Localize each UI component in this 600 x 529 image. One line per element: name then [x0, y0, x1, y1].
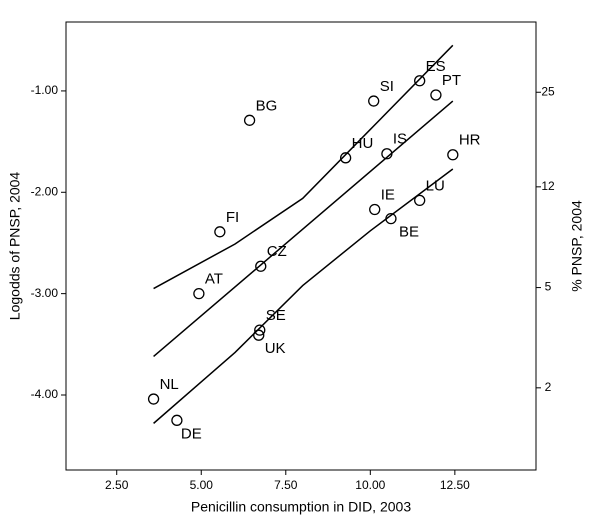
plot-frame: [65, 21, 537, 471]
y-tick-label: -2.00: [31, 184, 59, 198]
point: [171, 414, 183, 426]
point: [430, 89, 442, 101]
y-tick-label: -1.00: [31, 83, 59, 97]
point-label: AT: [205, 271, 223, 288]
point: [381, 148, 393, 160]
y2-axis-label: % PNSP, 2004: [569, 200, 585, 292]
x-tick-label: 2.50: [105, 478, 129, 492]
point: [369, 203, 381, 216]
point: [385, 212, 397, 225]
confidence-band: [153, 168, 454, 424]
point-label: SI: [380, 78, 394, 95]
y2-tick-label: 25: [541, 84, 555, 98]
point-label: IS: [393, 131, 407, 148]
point: [255, 260, 267, 272]
y-tick-label: -3.00: [31, 286, 59, 300]
point: [193, 287, 205, 300]
point-label: IE: [381, 186, 395, 203]
point-label: HR: [459, 132, 481, 149]
x-tick-label: 10.00: [355, 478, 385, 492]
y2-tick-label: 5: [545, 280, 552, 294]
point-label: BG: [256, 97, 278, 114]
point-label: ES: [426, 58, 446, 75]
y2-tick-label: 12: [541, 179, 555, 193]
point-label: BE: [399, 224, 419, 241]
x-axis-label: Penicillin consumption in DID, 2003: [191, 499, 411, 515]
point: [447, 149, 459, 161]
confidence-band: [153, 44, 454, 290]
point: [214, 226, 226, 238]
point: [368, 95, 380, 107]
point: [414, 75, 426, 87]
point: [253, 329, 265, 341]
x-tick-label: 7.50: [274, 478, 298, 492]
point-label: LU: [426, 177, 445, 194]
x-tick-label: 5.00: [190, 478, 214, 492]
y2-tick-label: 2: [545, 380, 552, 394]
point: [254, 324, 266, 336]
point-label: PT: [442, 72, 461, 89]
point-label: CZ: [267, 243, 287, 260]
x-tick-label: 12.50: [440, 478, 470, 492]
point-label: HU: [352, 135, 374, 152]
point-label: DE: [181, 425, 202, 442]
y-tick-label: -4.00: [31, 387, 59, 401]
regression-line: [153, 100, 454, 358]
y-axis-label: Logodds of PNSP, 2004: [7, 172, 23, 321]
point: [243, 114, 256, 126]
point: [414, 194, 426, 207]
point: [339, 152, 352, 164]
point: [147, 393, 160, 405]
point-label: FI: [226, 209, 239, 226]
point-label: UK: [265, 340, 286, 357]
point-label: NL: [160, 376, 179, 393]
point-label: SE: [266, 307, 286, 324]
